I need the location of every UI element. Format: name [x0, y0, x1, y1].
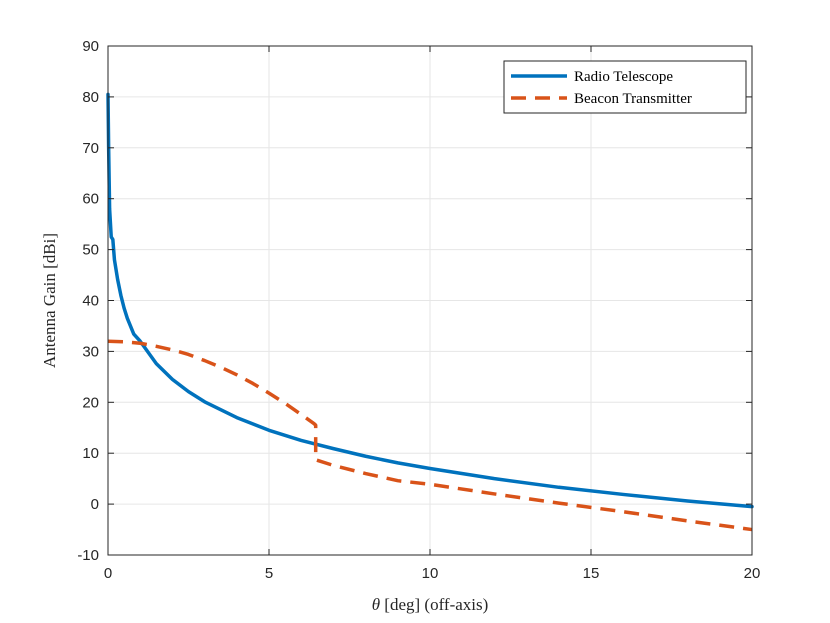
y-tick-label: 60	[82, 191, 99, 208]
x-tick-label: 20	[744, 565, 761, 582]
series-line-beacon-transmitter	[107, 339, 753, 532]
x-tick-labels: 0 5 10 15 20	[104, 565, 761, 582]
ticks	[107, 45, 753, 556]
y-tick-label: 40	[82, 293, 99, 310]
legend-box	[503, 60, 747, 114]
legend-label-beacon-transmitter: Beacon Transmitter	[574, 91, 692, 107]
legend: Radio Telescope Beacon Transmitter	[503, 60, 747, 114]
y-tick-label: 10	[82, 445, 99, 462]
x-tick-label: 5	[265, 565, 273, 582]
y-tick-label: 80	[82, 89, 99, 106]
y-tick-label: 30	[82, 343, 99, 360]
y-tick-label: 20	[82, 394, 99, 411]
x-axis-label: θ [deg] (off-axis)	[372, 595, 489, 614]
legend-label-radio-telescope: Radio Telescope	[574, 69, 673, 85]
y-tick-label: -10	[77, 547, 99, 564]
x-tick-label: 0	[104, 565, 112, 582]
y-tick-label: 0	[91, 496, 99, 513]
y-tick-label: 70	[82, 140, 99, 157]
y-tick-labels: -10 0 10 20 30 40 50 60 70 80 90	[77, 38, 99, 564]
x-tick-label: 15	[583, 565, 600, 582]
x-axis-label-text: [deg] (off-axis)	[380, 595, 488, 614]
y-axis-label: Antenna Gain [dBi]	[40, 233, 59, 368]
y-tick-label: 90	[82, 38, 99, 55]
y-tick-label: 50	[82, 242, 99, 259]
x-tick-label: 10	[422, 565, 439, 582]
x-axis-label-symbol: θ	[372, 595, 380, 614]
